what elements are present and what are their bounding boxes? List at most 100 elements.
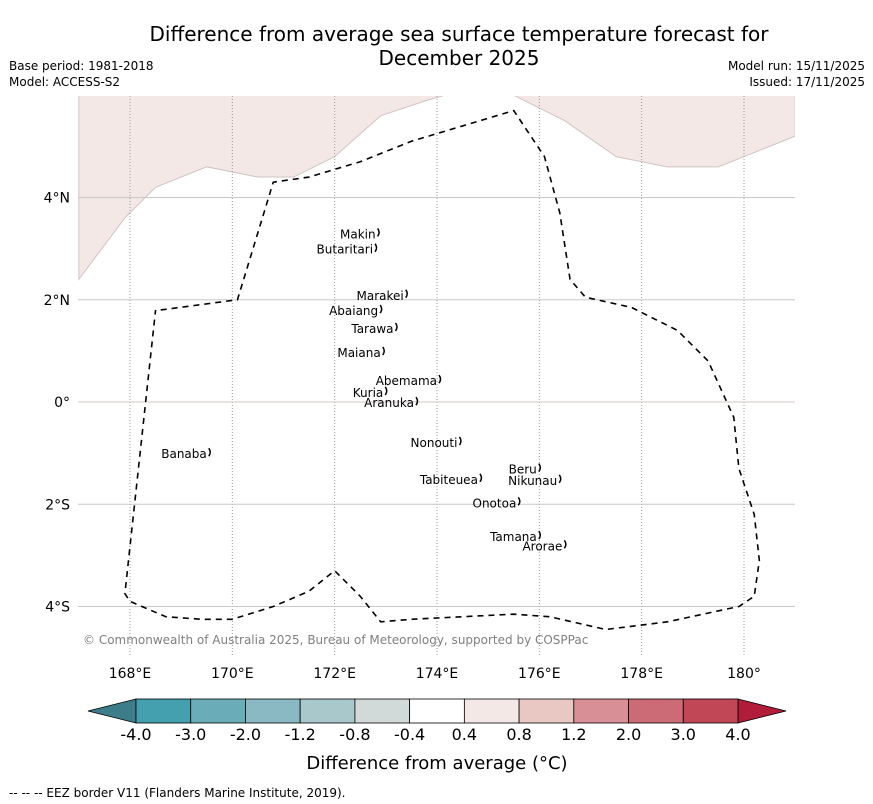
colorbar-tick-label: -0.4: [394, 725, 425, 744]
colorbar-tick-label: 1.2: [561, 725, 586, 744]
place-label: Butaritari: [317, 243, 374, 257]
colorbar-over-arrow: [737, 698, 787, 724]
lat-tick-label: 2°N: [44, 293, 70, 309]
colorbar-tick-label: -3.0: [175, 725, 206, 744]
colorbar-segment: [245, 698, 301, 724]
place-maiana: Maiana: [337, 346, 385, 360]
island-outline: [208, 447, 211, 457]
anomaly-regions: [78, 96, 795, 281]
colorbar-segment: [354, 698, 411, 724]
colorbar-tick-label: -4.0: [120, 725, 151, 744]
island-outline: [382, 346, 385, 356]
lat-tick-label: 0°: [54, 395, 70, 411]
island-outline: [538, 463, 542, 473]
colorbar-tick-label: 4.0: [725, 725, 750, 744]
colorbar-segment: [299, 698, 356, 724]
colorbar-under-arrow: [87, 698, 137, 724]
lon-tick-label: 176°E: [518, 666, 561, 682]
place-abemama: Abemama: [376, 374, 442, 388]
island-outline: [538, 530, 542, 540]
title-line-1: Difference from average sea surface temp…: [149, 22, 769, 46]
metadata-left: Base period: 1981-2018 Model: ACCESS-S2: [9, 58, 154, 90]
copyright-notice: © Commonwealth of Australia 2025, Bureau…: [83, 633, 588, 647]
colorbar-segment: [463, 698, 520, 724]
place-kuria: Kuria: [353, 386, 388, 400]
place-arorae: Arorae: [522, 539, 567, 553]
colorbar-tick-label: 2.0: [616, 725, 641, 744]
place-marakei: Marakei: [357, 289, 408, 303]
metadata-right: Model run: 15/11/2025 Issued: 17/11/2025: [728, 58, 865, 90]
colorbar-segment: [409, 698, 465, 724]
place-label: Tarawa: [350, 322, 393, 336]
colorbar-tick-label: 3.0: [671, 725, 696, 744]
colorbar-tick-label: -1.2: [285, 725, 316, 744]
island-outline: [415, 396, 419, 406]
anomaly-region: [78, 96, 795, 281]
island-outline: [458, 436, 462, 446]
place-label: Arorae: [522, 539, 562, 553]
eez-border: [124, 109, 761, 631]
colorbar-tick-label: 0.8: [506, 725, 531, 744]
lon-tick-label: 174°E: [416, 666, 459, 682]
chart-title: Difference from average sea surface temp…: [0, 22, 873, 70]
place-label: Abemama: [376, 374, 437, 388]
place-beru: Beru: [509, 463, 542, 477]
lon-tick-label: 172°E: [313, 666, 356, 682]
colorbar-tick-label: 0.4: [452, 725, 477, 744]
lon-tick-label: 170°E: [211, 666, 254, 682]
lat-tick-label: 4°N: [44, 191, 70, 207]
island-outline: [394, 322, 398, 332]
place-label: Kuria: [353, 386, 384, 400]
colorbar-title: Difference from average (°C): [306, 753, 567, 774]
lat-tick-label: 2°S: [45, 497, 70, 513]
place-label: Abaiang: [329, 304, 378, 318]
place-nonouti: Nonouti: [411, 436, 462, 450]
place-onotoa: Onotoa: [473, 496, 521, 510]
place-label: Tamana: [489, 530, 537, 544]
colorbar-segment: [190, 698, 246, 724]
gridlines: [78, 96, 795, 655]
place-abaiang: Abaiang: [329, 304, 383, 318]
place-makin: Makin: [340, 227, 380, 241]
place-label: Nonouti: [411, 436, 458, 450]
place-label: Tabiteuea: [419, 473, 478, 487]
place-label: Banaba: [161, 447, 207, 461]
colorbar-tick-label: -0.8: [339, 725, 370, 744]
place-label: Onotoa: [473, 496, 517, 510]
model-run: Model run: 15/11/2025: [727, 59, 865, 73]
title-line-2: December 2025: [378, 46, 540, 70]
island-outline: [517, 496, 521, 506]
model-name: Model: ACCESS-S2: [9, 75, 121, 89]
island-outline: [405, 289, 408, 299]
colorbar-segment: [135, 698, 192, 724]
base-period: Base period: 1981-2018: [9, 59, 154, 73]
place-label: Aranuka: [364, 396, 414, 410]
island-outline: [379, 304, 383, 314]
lon-tick-label: 168°E: [109, 666, 152, 682]
place-tamana: Tamana: [489, 530, 542, 544]
axis-ticks: 168°E 170°E 172°E 174°E 176°E 178°E 180° 4°N 2°N…: [44, 191, 761, 683]
place-label: Nikunau: [508, 474, 557, 488]
colorbar-segment: [628, 698, 684, 724]
colorbar-segment: [682, 698, 739, 724]
island-outline: [558, 474, 562, 484]
eez-source-note: -- -- -- EEZ border V11 (Flanders Marine…: [9, 786, 346, 800]
colorbar: -4.0 -3.0 -2.0 -1.2 -0.8 -0.4 0.4 0.8 1.2 2.0 3.0 4…: [87, 698, 787, 744]
lat-tick-label: 4°S: [45, 600, 70, 616]
lon-tick-label: 180°: [727, 666, 761, 682]
place-label: Makin: [340, 227, 376, 241]
place-aranuka: Aranuka: [364, 396, 419, 410]
colorbar-segment: [518, 698, 575, 724]
place-banaba: Banaba: [161, 447, 211, 461]
island-outline: [374, 243, 378, 253]
place-label: Beru: [509, 463, 537, 477]
island-outline: [479, 473, 483, 483]
colorbar-segment: [573, 698, 629, 724]
issued-date: Issued: 17/11/2025: [749, 75, 865, 89]
island-outline: [563, 539, 567, 549]
place-nikunau: Nikunau: [508, 474, 562, 488]
island-outline: [376, 227, 380, 237]
place-butaritari: Butaritari: [317, 243, 378, 257]
